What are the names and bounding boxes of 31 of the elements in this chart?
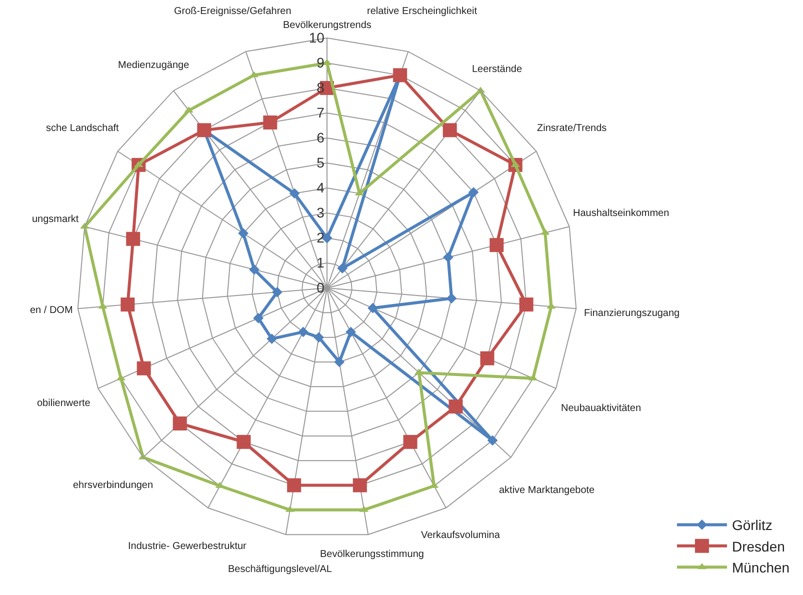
legend-label: Görlitz — [732, 517, 772, 534]
y-tick-label: 0 — [316, 280, 325, 296]
spoke-label: Medienzugänge — [118, 60, 190, 71]
spoke-label: en / DOM — [30, 305, 73, 316]
y-tick-label: 7 — [316, 104, 325, 121]
y-tick-label: 2 — [316, 230, 325, 246]
spoke-label: Bevölkerungsstimmung — [320, 549, 424, 560]
y-tick-label: 3 — [316, 204, 325, 221]
y-tick-label: 1 — [316, 254, 325, 271]
y-tick-label: 10 — [308, 30, 325, 46]
legend-label: Dresden — [732, 538, 785, 554]
y-tick-label: 5 — [316, 154, 325, 171]
spoke-label: ehrsverbindungen — [73, 480, 154, 491]
spoke-label: ungsmarkt — [32, 214, 79, 225]
y-tick-label: 4 — [316, 180, 325, 196]
spoke-label: Verkaufsvolumina — [421, 530, 500, 541]
spoke-label: Neubauaktivitäten — [561, 403, 642, 414]
spoke-label: relative Erscheinglichkeit — [367, 6, 478, 17]
spoke-label: Bevölkerungstrends — [283, 20, 372, 31]
spoke-label: obilienwerte — [37, 398, 91, 409]
spoke-label: Groß-Ereignisse/Gefahren — [174, 6, 292, 17]
spoke-label: Zinsrate/Trends — [537, 123, 607, 134]
y-tick-label: 6 — [316, 130, 325, 146]
spoke-label: sche Landschaft — [46, 123, 120, 134]
spoke-label: Industrie- Gewerbestruktur — [128, 541, 248, 552]
spoke-label: Leerstände — [472, 64, 522, 75]
spoke-label: Haushaltseinkommen — [573, 208, 670, 219]
spoke-label: Finanzierungszugang — [584, 308, 680, 319]
legend-label: München — [732, 560, 790, 576]
spoke-label: Beschäftigungslevel/AL — [228, 564, 332, 575]
spoke-label: aktive Marktangebote — [499, 485, 596, 496]
